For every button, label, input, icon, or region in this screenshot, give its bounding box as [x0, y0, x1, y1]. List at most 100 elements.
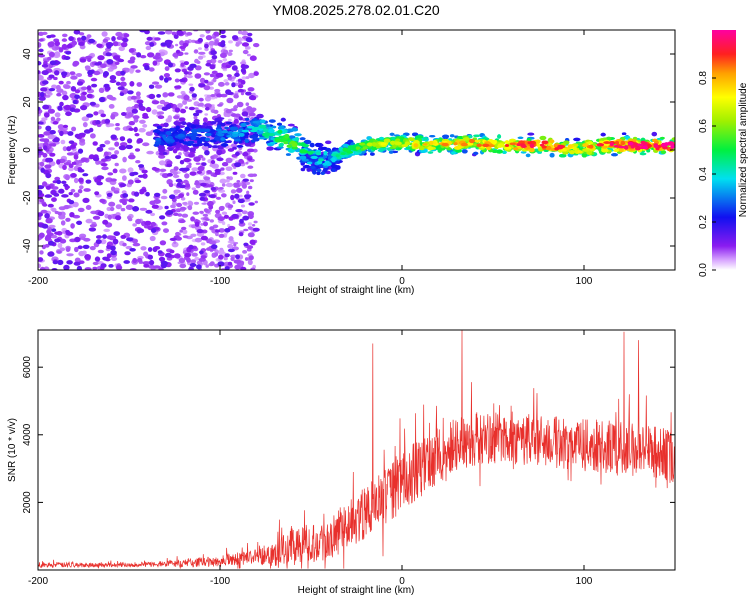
spectrogram-cell	[192, 143, 200, 147]
spectrogram-cell	[144, 65, 150, 71]
spectrogram-cell	[172, 174, 180, 178]
spectrogram-cell	[77, 207, 85, 213]
spectrogram-cell	[173, 241, 177, 244]
spectrogram-cell	[103, 228, 111, 232]
spectrogram-cell	[145, 131, 153, 136]
spectrogram-cell	[359, 142, 366, 146]
spectrogram-cell	[44, 164, 52, 169]
spectrogram-cell	[159, 75, 164, 81]
spectrogram-cell	[240, 68, 246, 73]
spectrogram-cell	[123, 33, 130, 38]
spectrogram-cell	[227, 261, 233, 266]
spectrogram-cell	[101, 166, 109, 171]
spectrogram-cell	[218, 233, 225, 238]
spectrogram-cell	[119, 136, 126, 142]
spectrogram-cell	[230, 194, 235, 201]
spectrogram-cell	[235, 151, 240, 156]
spectrogram-cell	[183, 71, 189, 75]
spectrogram-cell	[108, 96, 116, 101]
spectrogram-cell	[287, 123, 295, 127]
spectrogram-cell	[112, 168, 118, 174]
spectrogram-cell	[133, 126, 138, 133]
spectrogram-cell	[194, 256, 200, 261]
spectrogram-cell	[132, 242, 141, 247]
spectrogram-cell	[205, 62, 212, 67]
spectrogram-cell	[132, 238, 138, 244]
spectrogram-cell	[127, 59, 135, 64]
spectrogram-cell	[194, 65, 202, 71]
spectrogram-cell	[86, 85, 92, 91]
spectrogram-cell	[241, 76, 247, 80]
spectrogram-cell	[212, 36, 217, 39]
spectrogram-cell	[153, 265, 161, 269]
spectrogram-cell	[164, 66, 170, 71]
spectrogram-cell	[74, 89, 81, 94]
spectrogram-cell	[238, 116, 243, 121]
spectrogram-cell	[234, 264, 241, 270]
spectrogram-cell	[234, 72, 240, 78]
spectrogram-cell	[179, 160, 185, 165]
spectrogram-cell	[236, 101, 244, 108]
spectrogram-cell	[498, 143, 505, 148]
spectrogram-cell	[46, 35, 52, 39]
spectrogram-cell	[165, 30, 173, 35]
spectrogram-cell	[253, 71, 259, 76]
spectrogram-cell	[216, 157, 224, 162]
spectrogram-cell	[642, 145, 648, 150]
spectrogram-cell	[166, 163, 173, 168]
spectrogram-cell	[148, 84, 155, 89]
spectrogram-cell	[135, 160, 141, 164]
spectrogram-cell	[189, 63, 197, 68]
spectrogram-cell	[367, 142, 373, 147]
spectrogram-cell	[245, 91, 252, 96]
spectrogram-cell	[205, 30, 211, 34]
spectrogram-cell	[164, 39, 173, 45]
spectrogram-cell	[248, 255, 254, 261]
spectrogram-cell	[68, 192, 73, 196]
spectrogram-cell	[111, 256, 118, 261]
spectrogram-cell	[190, 216, 196, 222]
spectrogram-cell	[249, 109, 255, 113]
spectrogram-ytick-label: -40	[22, 238, 33, 253]
snr-xtick-label: -200	[28, 576, 48, 587]
spectrogram-cell	[122, 175, 127, 181]
spectrogram-cell	[152, 60, 158, 66]
spectrogram-cell	[39, 161, 45, 167]
spectrogram-cell	[240, 79, 246, 85]
spectrogram-cell	[151, 100, 160, 105]
spectrogram-cell	[237, 198, 245, 204]
spectrogram-cell	[163, 137, 170, 141]
spectrogram-cell	[144, 220, 152, 226]
spectrogram-cell	[355, 146, 360, 150]
spectrogram-cell	[527, 141, 533, 144]
spectrogram-cell	[208, 204, 214, 210]
spectrogram-cell	[56, 92, 62, 97]
spectrogram-cell	[103, 83, 110, 88]
spectrogram-cell	[230, 189, 236, 194]
snr-ylabel: SNR (10 * v/v)	[7, 418, 18, 482]
spectrogram-cell	[567, 145, 573, 148]
spectrogram-cell	[186, 192, 190, 197]
spectrogram-cell	[213, 109, 219, 114]
spectrogram-cell	[238, 133, 245, 137]
spectrogram-cell	[115, 123, 120, 127]
spectrogram-cell	[117, 86, 125, 91]
spectrogram-cell	[186, 257, 191, 263]
spectrogram-cell	[219, 247, 224, 251]
spectrogram-cell	[41, 64, 49, 68]
spectrogram-cell	[140, 55, 147, 59]
spectrogram-cell	[247, 87, 255, 92]
spectrogram-cell	[324, 160, 330, 164]
spectrogram-cell	[158, 154, 166, 159]
spectrogram-cell	[174, 253, 181, 259]
spectrogram-cell	[101, 158, 108, 162]
spectrogram-cell	[187, 140, 195, 144]
spectrogram-cell	[245, 37, 253, 43]
spectrogram-cell	[277, 129, 283, 134]
spectrogram-cell	[38, 38, 44, 42]
spectrogram-cell	[175, 208, 181, 213]
spectrogram-cell	[199, 210, 204, 214]
spectrogram-cell	[127, 138, 133, 144]
spectrogram-cell	[158, 160, 166, 166]
spectrogram-cell	[181, 121, 187, 126]
